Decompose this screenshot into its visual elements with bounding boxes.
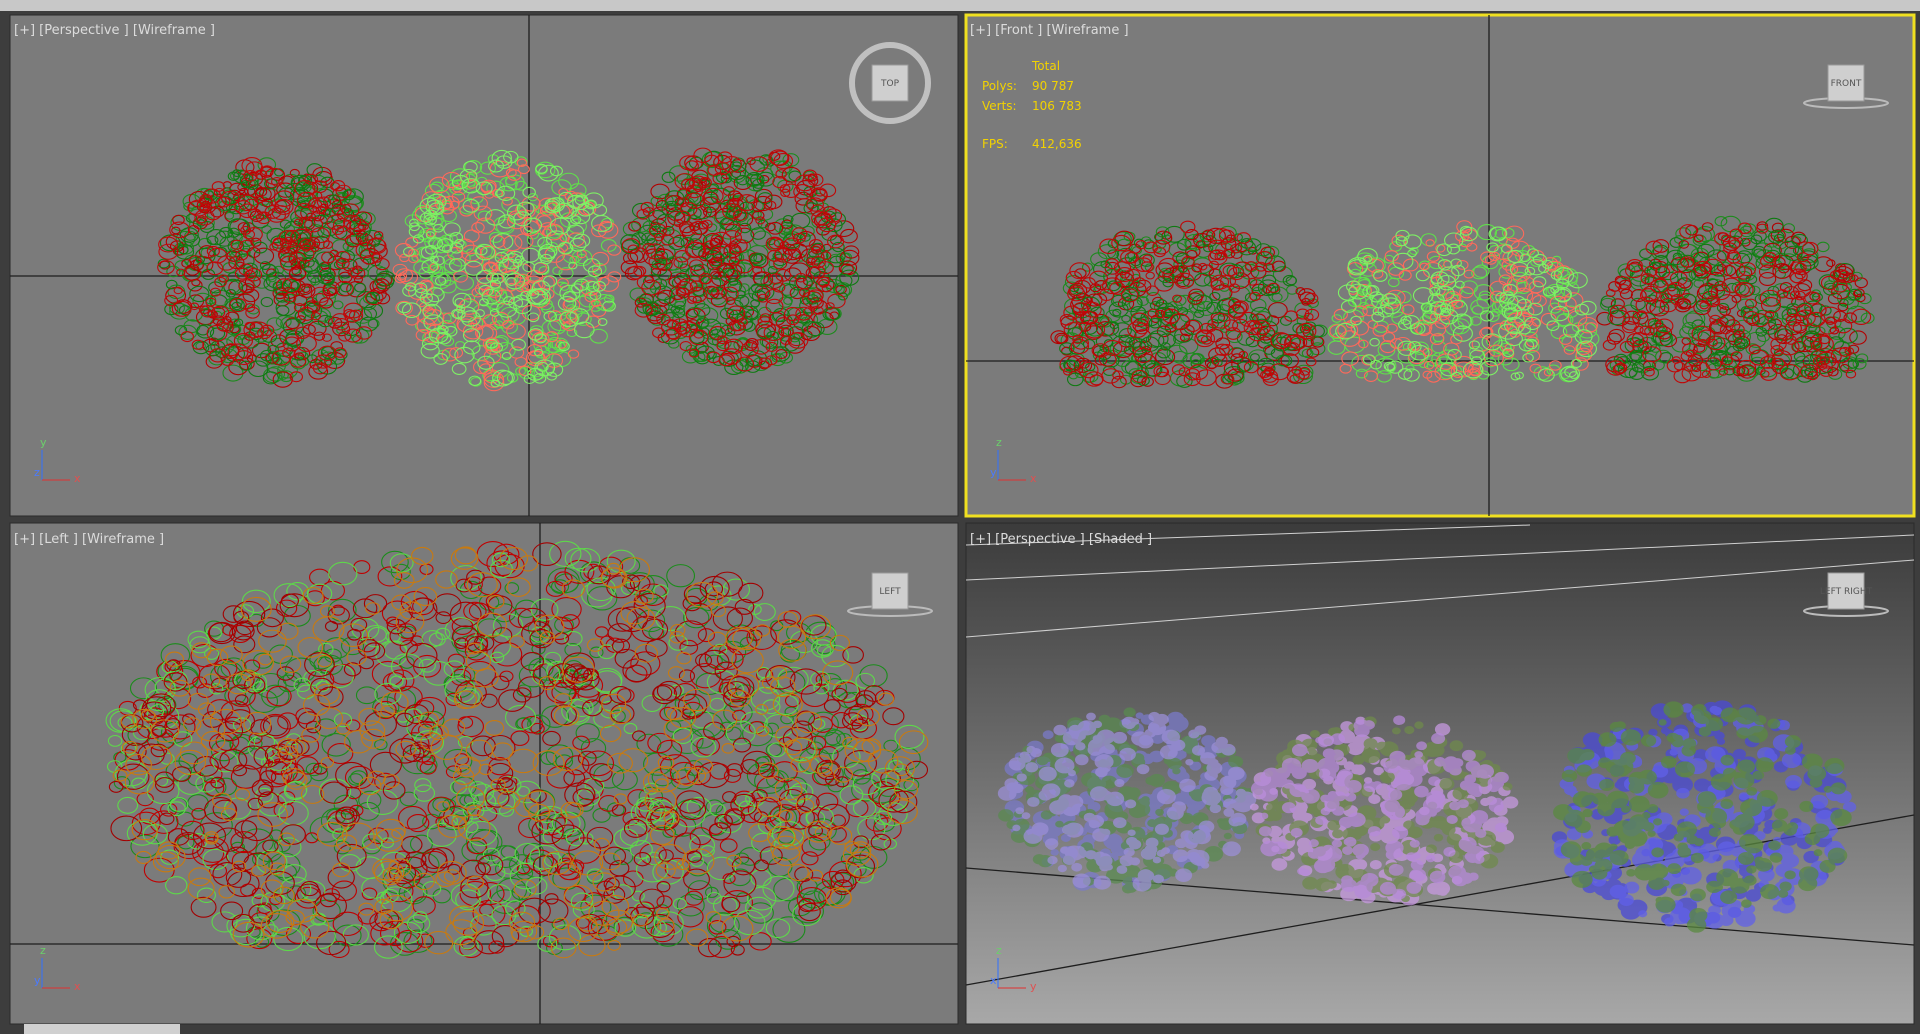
plant-mesh bbox=[1553, 701, 1852, 933]
axis-label: x bbox=[74, 472, 81, 485]
axis-tripod: z y x bbox=[34, 944, 81, 993]
stats-label: Verts: bbox=[982, 99, 1017, 113]
stats-value: 412,636 bbox=[1032, 137, 1082, 151]
axis-tripod: y z x bbox=[34, 436, 81, 485]
plant bbox=[1050, 220, 1328, 389]
viewport-label[interactable]: [+] [Perspective ] [Shaded ] bbox=[970, 532, 1152, 547]
viewport-label[interactable]: [+] [Front ] [Wireframe ] bbox=[970, 23, 1129, 38]
stats-header: Total bbox=[1031, 59, 1060, 73]
viewcube[interactable]: TOP bbox=[849, 42, 931, 124]
axis-tripod: z y x bbox=[990, 436, 1037, 485]
viewport-label[interactable]: [+] [Perspective ] [Wireframe ] bbox=[14, 23, 215, 38]
plant-mesh bbox=[108, 542, 929, 958]
plant-mesh bbox=[1335, 225, 1597, 382]
viewport-label[interactable]: [+] [Left ] [Wireframe ] bbox=[14, 532, 164, 547]
axis-label: z bbox=[40, 944, 46, 957]
plant-mesh bbox=[621, 147, 846, 372]
viewcube-label: TOP bbox=[880, 79, 900, 89]
viewcube-face bbox=[871, 572, 909, 610]
axis-label: x bbox=[990, 974, 997, 987]
viewcube-face bbox=[1827, 64, 1865, 102]
stats: Total Polys: 90 787 Verts: 106 783 FPS: … bbox=[982, 59, 1082, 151]
viewcube-label: FRONT bbox=[1831, 79, 1862, 89]
axis-tripod: z x y bbox=[990, 944, 1037, 993]
stats-value: 90 787 bbox=[1032, 79, 1074, 93]
axis-label: y bbox=[34, 974, 41, 987]
plant-mesh bbox=[1602, 222, 1872, 384]
plant-mesh bbox=[112, 546, 929, 959]
plant-mesh bbox=[1056, 220, 1320, 387]
viewport-labels: [+] [Perspective ] [Wireframe ] [+] [Fro… bbox=[14, 23, 1152, 547]
viewcube[interactable]: FRONT bbox=[1803, 64, 1889, 109]
plant bbox=[157, 156, 396, 388]
top-bar bbox=[0, 0, 1920, 11]
plant bbox=[1596, 215, 1875, 384]
plant bbox=[1249, 715, 1519, 906]
plant bbox=[392, 149, 622, 392]
stats-value: 106 783 bbox=[1032, 99, 1082, 113]
axis-label: y bbox=[40, 436, 47, 449]
axis-label: x bbox=[1030, 472, 1037, 485]
axis-label: z bbox=[996, 436, 1002, 449]
plant bbox=[1551, 700, 1857, 933]
viewcube-ring bbox=[849, 42, 931, 124]
axis-label: y bbox=[990, 466, 997, 479]
plant-mesh bbox=[1250, 715, 1509, 900]
plant bbox=[997, 707, 1257, 894]
plant bbox=[620, 147, 860, 376]
viewcube[interactable]: LEFT RIGHT bbox=[1803, 572, 1889, 617]
viewcube-face bbox=[1827, 572, 1865, 610]
stats-label: FPS: bbox=[982, 137, 1008, 151]
viewcube-face bbox=[871, 64, 909, 102]
axis-label: y bbox=[1030, 980, 1037, 993]
plant-mesh bbox=[397, 149, 616, 388]
plant bbox=[105, 540, 929, 959]
plant-mesh bbox=[997, 711, 1257, 892]
plant bbox=[1327, 220, 1600, 383]
time-slider[interactable] bbox=[24, 1024, 180, 1034]
plant-mesh bbox=[157, 156, 390, 383]
viewcube-label: LEFT RIGHT bbox=[1820, 587, 1873, 597]
viewcube-label: LEFT bbox=[879, 587, 901, 597]
shaded-grid-lines bbox=[965, 524, 1915, 638]
axis-label: z bbox=[34, 466, 40, 479]
axis-label: z bbox=[996, 944, 1002, 957]
stats-label: Polys: bbox=[982, 79, 1017, 93]
axis-label: x bbox=[74, 980, 81, 993]
viewcube[interactable]: LEFT bbox=[847, 572, 933, 617]
